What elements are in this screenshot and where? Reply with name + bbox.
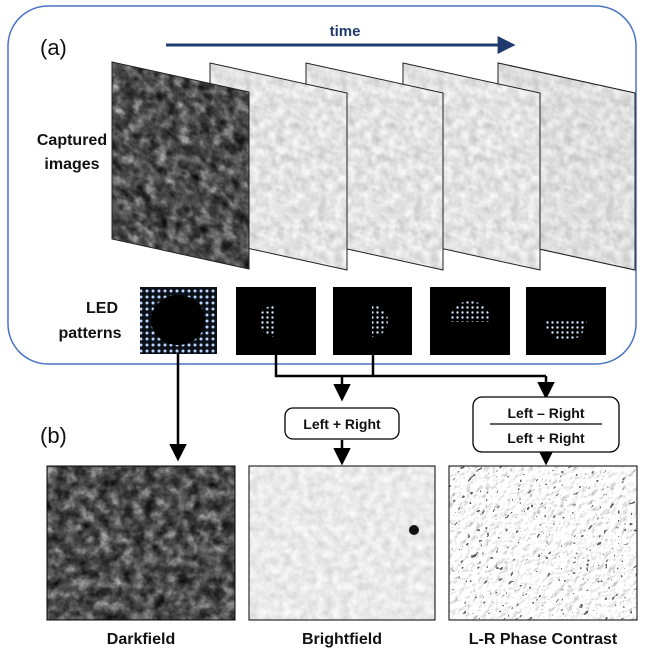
ratio-numerator: Left – Right	[508, 405, 585, 421]
sum-box-label: Left + Right	[303, 416, 381, 432]
panel-a-letter: (a)	[40, 35, 67, 60]
output-label-darkfield: Darkfield	[107, 631, 175, 648]
led-pattern-bottom	[526, 287, 606, 355]
led-pattern-top	[430, 287, 510, 355]
captured-images-label-line2: images	[44, 156, 99, 173]
led-pattern-darkfield	[140, 287, 217, 354]
panel-a-frame	[7, 5, 637, 365]
captured-images-label-line1: Captured	[37, 132, 107, 149]
output-image-darkfield	[46, 465, 236, 621]
led-patterns-label-line2: patterns	[58, 325, 121, 342]
time-label: time	[330, 23, 361, 40]
panel-b-letter: (b)	[40, 423, 67, 448]
connector-lines	[169, 354, 555, 466]
output-label-brightfield: Brightfield	[302, 631, 382, 648]
left-right-bus	[274, 355, 546, 378]
captured-image-stack	[111, 61, 636, 271]
output-image-phase-contrast	[448, 465, 638, 621]
ratio-denominator: Left + Right	[507, 430, 585, 446]
output-label-phase-contrast: L-R Phase Contrast	[469, 631, 618, 648]
led-patterns-label-line1: LED	[86, 300, 118, 317]
captured-image-1-darkfield	[111, 61, 250, 270]
led-pattern-left	[236, 287, 316, 355]
output-image-brightfield	[248, 465, 436, 621]
led-pattern-right	[333, 287, 412, 355]
sum-box	[284, 407, 400, 440]
